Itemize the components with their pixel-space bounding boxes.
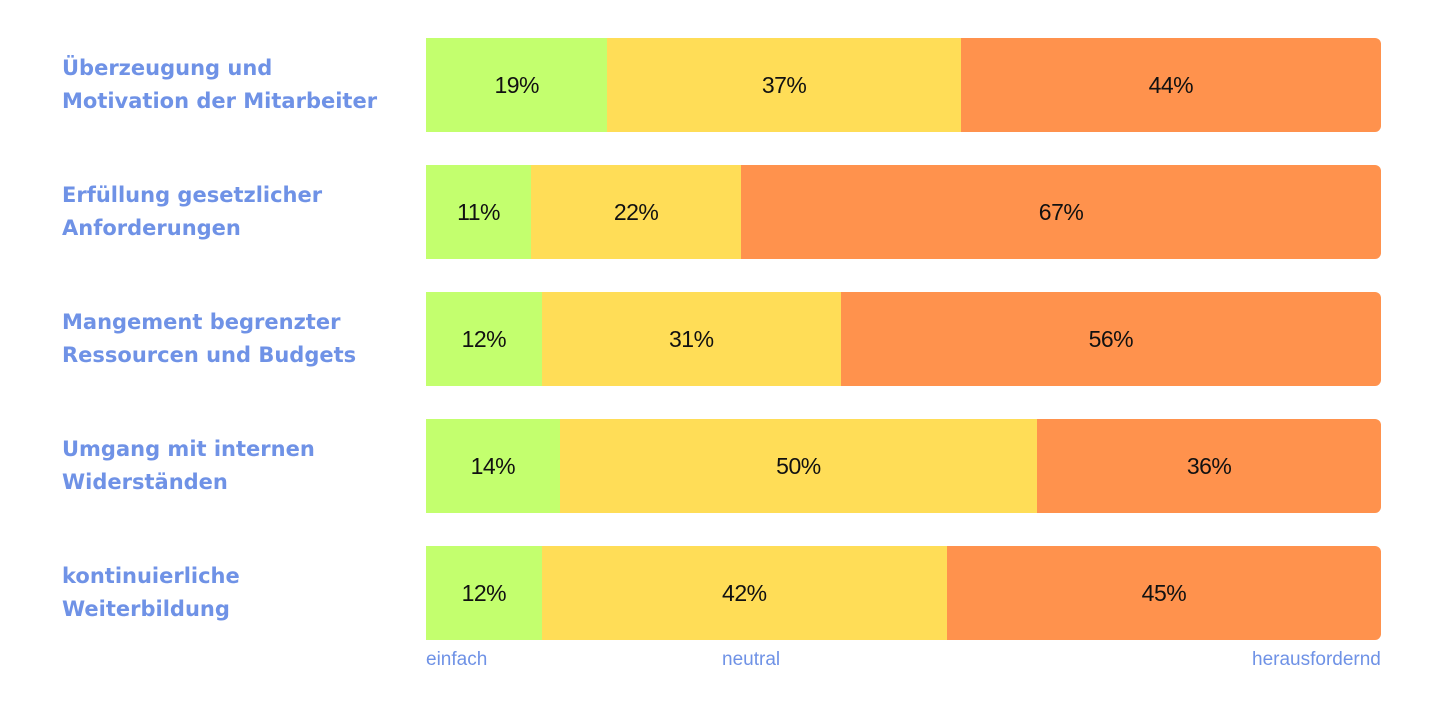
category-label-line: Erfüllung gesetzlicher (62, 183, 323, 207)
stacked-bar: 11% 22% 67% (426, 165, 1381, 259)
data-label: 45% (1141, 579, 1187, 606)
data-label: 50% (776, 452, 821, 479)
bar-segment-einfach: 14% (426, 419, 560, 513)
data-label: 12% (461, 325, 507, 352)
category-label-line: Anforderungen (62, 216, 241, 240)
bar-segment-neutral: 31% (541, 292, 841, 386)
bar-segment-neutral: 42% (541, 546, 947, 640)
category-label-line: Überzeugung und (62, 56, 273, 80)
bar-segment-herausfordernd: 67% (741, 165, 1381, 259)
bar-segment-einfach: 12% (426, 546, 542, 640)
category-label-line: Ressourcen und Budgets (62, 343, 357, 367)
data-label: 42% (722, 579, 767, 606)
stacked-bar: 14% 50% 36% (426, 419, 1381, 513)
bar-segment-neutral: 22% (531, 165, 742, 259)
bar-segment-einfach: 19% (426, 38, 608, 132)
category-label: Mangement begrenzter Ressourcen und Budge… (62, 306, 402, 372)
category-label-line: Motivation der Mitarbeiter (62, 89, 378, 113)
category-label: Überzeugung und Motivation der Mitarbeite… (62, 52, 402, 118)
legend-item-einfach: einfach (426, 649, 488, 670)
category-label: kontinuierliche Weiterbildung (62, 560, 402, 626)
data-label: 31% (668, 325, 714, 352)
bar-segment-neutral: 37% (607, 38, 961, 132)
bar-segment-einfach: 12% (426, 292, 542, 386)
legend-item-herausfordernd: herausfordernd (1252, 649, 1381, 670)
data-label: 37% (761, 71, 807, 98)
category-label: Umgang mit internen Widerständen (62, 433, 402, 499)
stacked-bar: 19% 37% 44% (426, 38, 1381, 132)
stacked-bar: 12% 31% 56% (426, 292, 1381, 386)
category-label-line: Widerständen (62, 470, 228, 494)
data-label: 11% (457, 198, 500, 225)
data-label: 36% (1186, 452, 1232, 479)
data-label: 44% (1148, 71, 1194, 98)
bar-segment-herausfordernd: 45% (946, 546, 1381, 640)
category-label-line: Umgang mit internen (62, 437, 315, 461)
data-label: 22% (613, 198, 659, 225)
data-label: 12% (461, 579, 507, 606)
category-label-line: Mangement begrenzter (62, 310, 341, 334)
bar-segment-neutral: 50% (559, 419, 1038, 513)
data-label: 19% (494, 71, 539, 98)
bar-segment-einfach: 11% (426, 165, 532, 259)
legend-item-neutral: neutral (722, 649, 781, 670)
bar-segment-herausfordernd: 36% (1037, 419, 1381, 513)
bar-segment-herausfordernd: 56% (840, 292, 1381, 386)
category-label: Erfüllung gesetzlicher Anforderungen (62, 179, 402, 245)
category-label-line: kontinuierliche (62, 564, 240, 588)
data-label: 67% (1038, 198, 1084, 225)
bar-segment-herausfordernd: 44% (960, 38, 1381, 132)
data-label: 56% (1088, 325, 1134, 352)
data-label: 14% (470, 452, 516, 479)
stacked-bar: 12% 42% 45% (426, 546, 1381, 640)
category-label-line: Weiterbildung (62, 597, 230, 621)
